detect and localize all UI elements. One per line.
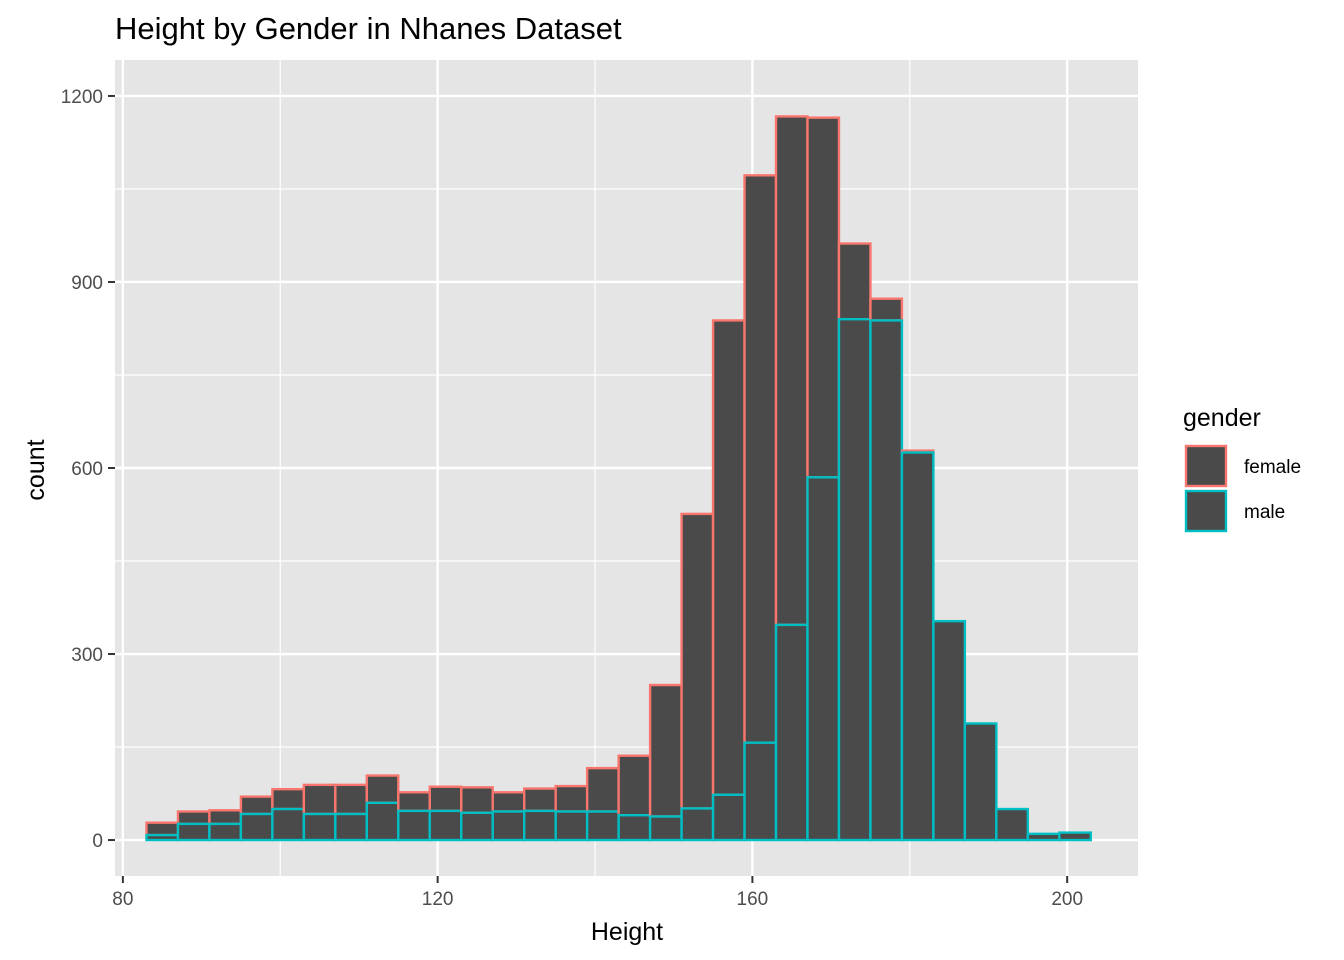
bar-male [932,619,967,842]
bar-female [554,784,589,813]
histogram-bars [145,115,1092,842]
bar-male [334,812,369,842]
bar-male [491,810,526,842]
bar-male [743,741,778,842]
bar-male [397,809,431,842]
y-tick-label: 1200 [61,87,103,108]
legend-label-female: female [1244,457,1301,478]
x-tick-label: 160 [737,889,769,910]
legend-label-male: male [1244,502,1285,523]
bar-female [239,795,274,816]
bar-female [648,683,683,818]
bar-female [334,783,369,816]
legend-title: gender [1183,404,1261,432]
x-tick-label: 120 [422,889,454,910]
bar-male [711,793,746,842]
bar-female [271,787,306,811]
bar-male [145,833,180,842]
bar-male [617,814,652,842]
bar-female [680,512,715,810]
bar-female [428,785,463,813]
legend-key-male [1184,489,1228,533]
x-tick-label: 200 [1051,889,1083,910]
y-tick-label: 600 [71,459,103,480]
bar-male [239,812,274,842]
bar-male [774,623,809,842]
bar-male [995,807,1030,842]
bar-male [271,807,306,842]
bar-male [428,809,463,842]
bar-male [837,317,872,842]
x-tick-label: 80 [112,889,133,910]
bar-male [963,722,998,842]
bar-female [837,242,872,321]
bar-male [302,812,337,842]
bar-female [365,774,400,805]
bar-female [397,791,431,813]
bar-male [208,822,243,842]
bar-male [585,810,620,842]
x-axis-label: Height [591,918,663,946]
bar-female [491,791,526,813]
bar-female [460,786,494,814]
bar-female [208,809,243,826]
bar-male [523,809,557,842]
bar-female [711,319,746,796]
bar-male [365,801,400,842]
bar-male [900,451,935,842]
bar-male [176,822,211,842]
legend-key-female [1184,444,1228,488]
x-axis: 80 120 160 200 [112,876,1083,910]
bar-female [806,116,841,479]
bar-female [145,821,180,837]
bar-female [523,787,557,813]
bar-female [869,297,904,322]
bar-female [617,754,652,817]
bar-male [869,319,904,842]
bar-female [743,174,778,744]
y-tick-label: 0 [92,831,103,852]
chart-title: Height by Gender in Nhanes Dataset [115,11,622,46]
y-tick-label: 900 [71,273,103,294]
bar-male [680,807,715,842]
bar-female [176,810,211,826]
legend: gender female male [1183,404,1301,533]
bar-male [806,476,841,842]
bar-female [774,115,809,627]
bar-female [585,766,620,813]
bar-male [1026,832,1061,842]
bar-male [554,810,589,842]
bar-male [460,811,494,842]
y-axis: 0 300 600 900 1200 [61,87,115,852]
bar-male [648,815,683,842]
bar-female [302,783,337,816]
bar-male [1058,831,1092,842]
y-axis-label: count [22,439,50,500]
y-tick-label: 300 [71,645,103,666]
